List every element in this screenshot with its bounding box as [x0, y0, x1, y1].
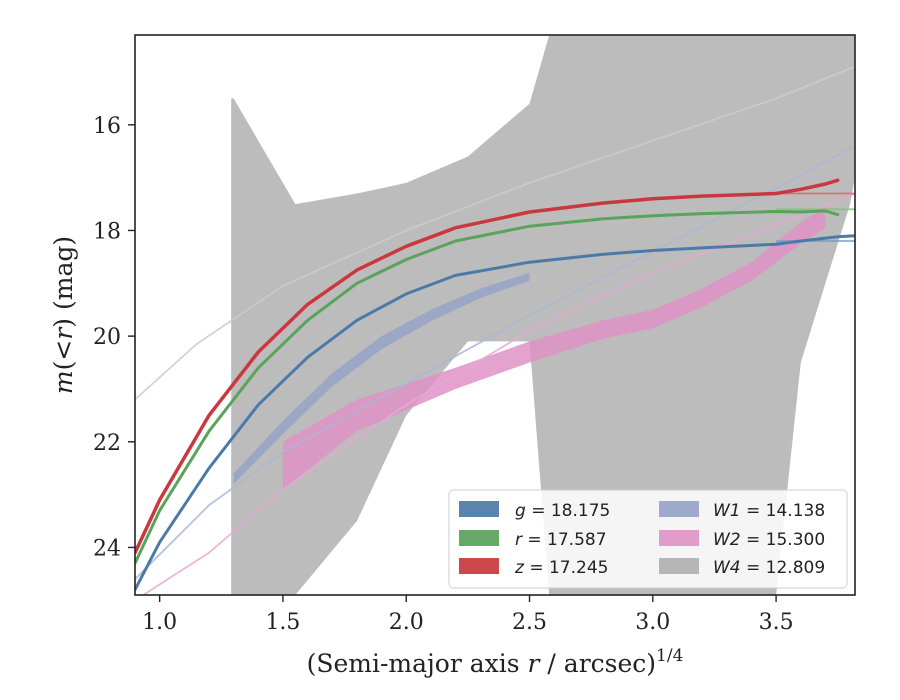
x-tick-label: 3.5	[759, 610, 794, 635]
x-tick-label: 1.0	[142, 610, 177, 635]
y-tick-label: 18	[93, 219, 121, 244]
legend-label-w4: W4 = 12.809	[713, 558, 825, 578]
x-tick-label: 2.0	[389, 610, 424, 635]
model-curve-w4	[135, 65, 855, 401]
y-tick-label: 16	[93, 114, 121, 139]
legend-swatch-w4	[659, 558, 699, 574]
y-tick-label: 20	[93, 325, 121, 350]
x-tick-label: 3.0	[635, 610, 670, 635]
uncertainty-bands	[231, 35, 855, 595]
legend-label-z: z = 17.245	[514, 558, 608, 578]
x-axis-label: (Semi-major axis r / arcsec)1/4	[307, 646, 684, 678]
data-series	[135, 178, 855, 592]
legend-swatch-g	[459, 501, 499, 517]
y-axis-label: m(<r) (mag)	[49, 236, 78, 394]
legend-label-g: g = 18.175	[515, 501, 610, 521]
legend: g = 18.175 r = 17.587 z = 17.245 W1 = 14.13…	[448, 489, 848, 589]
band-w2	[282, 206, 826, 490]
x-axis-ticks: 1.0 1.5 2.0 2.5 3.0 3.5	[142, 595, 794, 635]
legend-swatch-w2	[659, 530, 699, 546]
legend-box	[448, 489, 848, 589]
model-curve-w2	[141, 192, 855, 595]
legend-label-w1: W1 = 14.138	[713, 501, 825, 521]
series-z	[135, 178, 840, 555]
y-tick-label: 24	[93, 536, 121, 561]
series-g	[135, 234, 855, 592]
model-curves	[135, 65, 855, 595]
y-axis-ticks: 16 18 20 22 24	[93, 114, 135, 561]
x-tick-label: 2.5	[512, 610, 547, 635]
legend-swatch-z	[459, 558, 499, 574]
legend-label-w2: W2 = 15.300	[713, 530, 825, 550]
plot-frame	[134, 34, 856, 596]
series-r	[135, 209, 840, 565]
model-curve-w1	[135, 145, 855, 580]
band-w4	[231, 35, 855, 595]
x-tick-label: 1.5	[265, 610, 300, 635]
legend-swatch-r	[459, 530, 499, 546]
legend-label-r: r = 17.587	[515, 530, 607, 550]
y-tick-label: 22	[93, 431, 121, 456]
legend-swatch-w1	[659, 501, 699, 517]
